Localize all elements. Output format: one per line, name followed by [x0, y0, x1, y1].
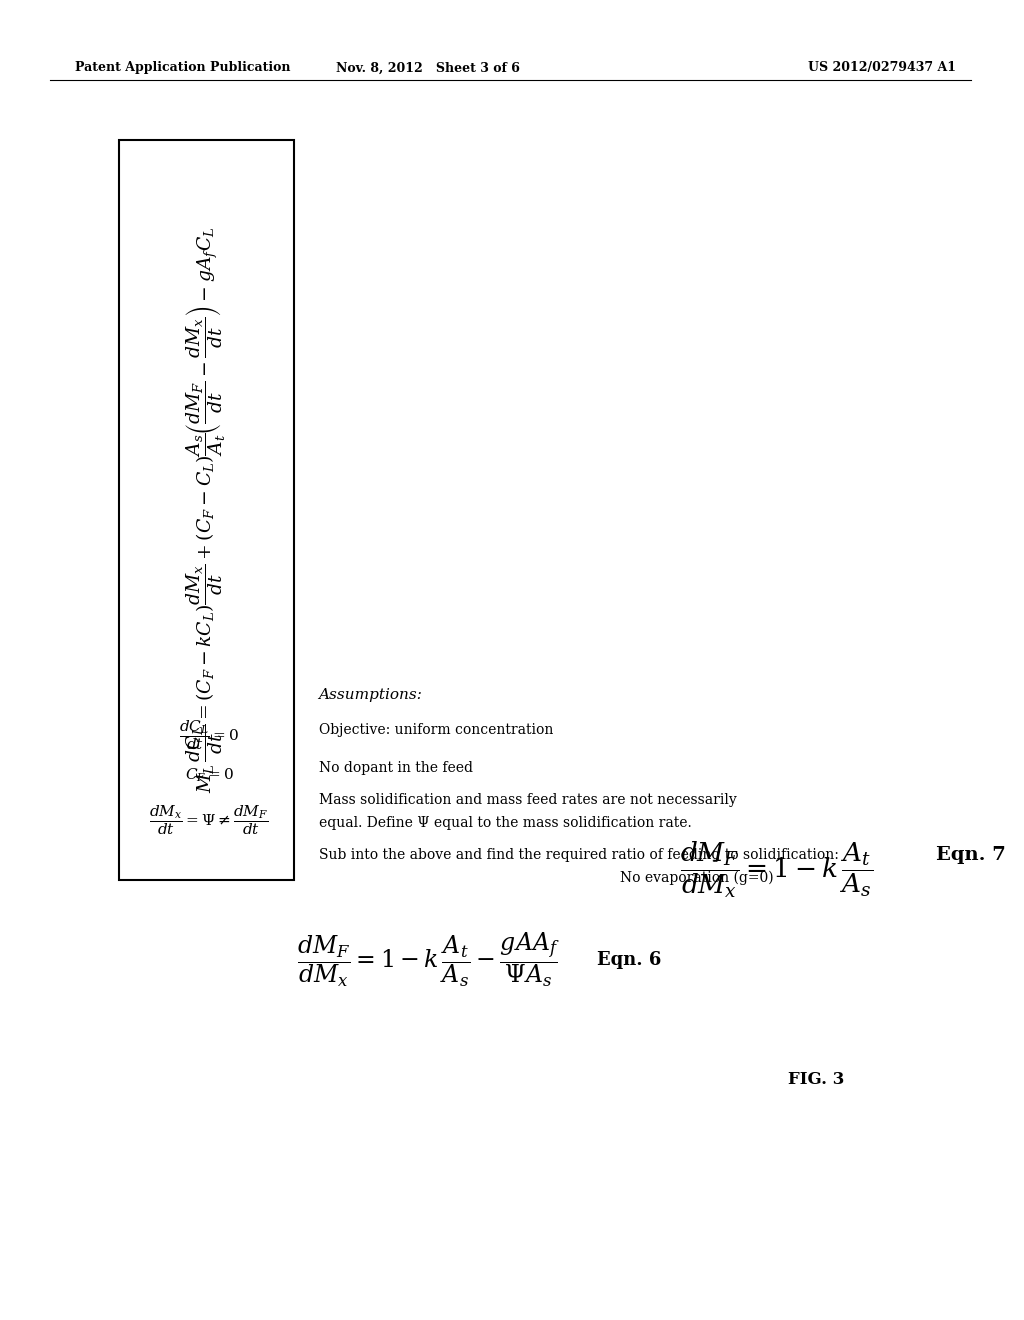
Bar — [120, 140, 294, 880]
Text: Mass solidification and mass feed rates are not necessarily: Mass solidification and mass feed rates … — [318, 793, 736, 807]
Text: Patent Application Publication: Patent Application Publication — [75, 62, 290, 74]
Text: $\dfrac{dM_F}{dM_x}=1-k\,\dfrac{A_t}{A_s}$: $\dfrac{dM_F}{dM_x}=1-k\,\dfrac{A_t}{A_s… — [680, 840, 873, 900]
Text: No dopant in the feed: No dopant in the feed — [318, 762, 472, 775]
Text: Objective: uniform concentration: Objective: uniform concentration — [318, 723, 553, 737]
Text: Eqn. 6: Eqn. 6 — [597, 950, 662, 969]
Text: $\dfrac{dM_F}{dM_x}=1-k\,\dfrac{A_t}{A_s}-\dfrac{gAA_f}{\Psi A_s}$: $\dfrac{dM_F}{dM_x}=1-k\,\dfrac{A_t}{A_s… — [297, 931, 559, 989]
Text: $C_F=0$: $C_F=0$ — [184, 767, 233, 784]
Text: equal. Define Ψ equal to the mass solidification rate.: equal. Define Ψ equal to the mass solidi… — [318, 816, 691, 830]
Text: Assumptions:: Assumptions: — [318, 688, 423, 702]
Text: No evaporation (g=0): No evaporation (g=0) — [620, 871, 774, 886]
Text: $M_L\,\dfrac{dC_L}{dt}=(C_F-kC_L)\dfrac{dM_x}{dt}+(C_F-C_L)\dfrac{A_s}{A_t}\!\le: $M_L\,\dfrac{dC_L}{dt}=(C_F-kC_L)\dfrac{… — [184, 227, 228, 793]
Text: Eqn. 7: Eqn. 7 — [936, 846, 1006, 865]
Text: US 2012/0279437 A1: US 2012/0279437 A1 — [808, 62, 955, 74]
Text: FIG. 3: FIG. 3 — [788, 1072, 845, 1089]
Text: $\dfrac{dC_L}{dt}=0$: $\dfrac{dC_L}{dt}=0$ — [179, 718, 240, 751]
Text: Sub into the above and find the required ratio of feeding to solidification:: Sub into the above and find the required… — [318, 847, 839, 862]
Text: Nov. 8, 2012   Sheet 3 of 6: Nov. 8, 2012 Sheet 3 of 6 — [336, 62, 520, 74]
Text: $\dfrac{dM_x}{dt}=\Psi\neq\dfrac{dM_F}{dt}$: $\dfrac{dM_x}{dt}=\Psi\neq\dfrac{dM_F}{d… — [150, 804, 268, 837]
